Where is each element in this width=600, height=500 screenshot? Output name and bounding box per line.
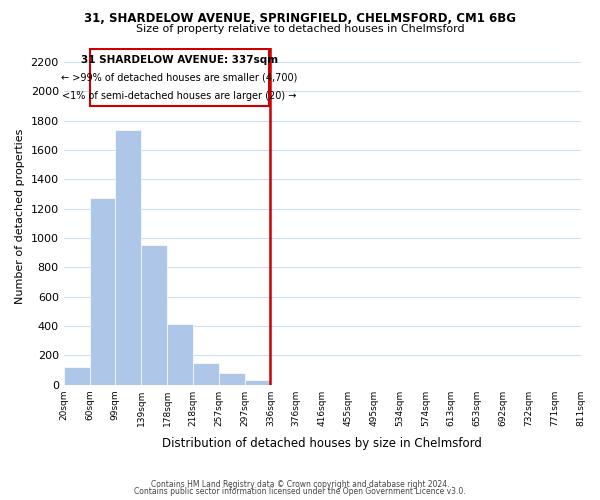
Bar — [64, 367, 89, 384]
Text: <1% of semi-detached houses are larger (20) →: <1% of semi-detached houses are larger (… — [62, 91, 296, 101]
Bar — [167, 324, 193, 384]
Y-axis label: Number of detached properties: Number of detached properties — [15, 128, 25, 304]
X-axis label: Distribution of detached houses by size in Chelmsford: Distribution of detached houses by size … — [162, 437, 482, 450]
Bar — [219, 373, 245, 384]
Text: Contains HM Land Registry data © Crown copyright and database right 2024.: Contains HM Land Registry data © Crown c… — [151, 480, 449, 489]
Bar — [245, 380, 271, 384]
Text: 31, SHARDELOW AVENUE, SPRINGFIELD, CHELMSFORD, CM1 6BG: 31, SHARDELOW AVENUE, SPRINGFIELD, CHELM… — [84, 12, 516, 26]
Text: Contains public sector information licensed under the Open Government Licence v3: Contains public sector information licen… — [134, 487, 466, 496]
Bar — [141, 246, 167, 384]
Bar — [115, 130, 141, 384]
Text: Size of property relative to detached houses in Chelmsford: Size of property relative to detached ho… — [136, 24, 464, 34]
Text: 31 SHARDELOW AVENUE: 337sqm: 31 SHARDELOW AVENUE: 337sqm — [81, 55, 278, 65]
Text: ← >99% of detached houses are smaller (4,700): ← >99% of detached houses are smaller (4… — [61, 72, 298, 83]
Bar — [89, 198, 115, 384]
Bar — [193, 362, 219, 384]
FancyBboxPatch shape — [89, 49, 269, 106]
